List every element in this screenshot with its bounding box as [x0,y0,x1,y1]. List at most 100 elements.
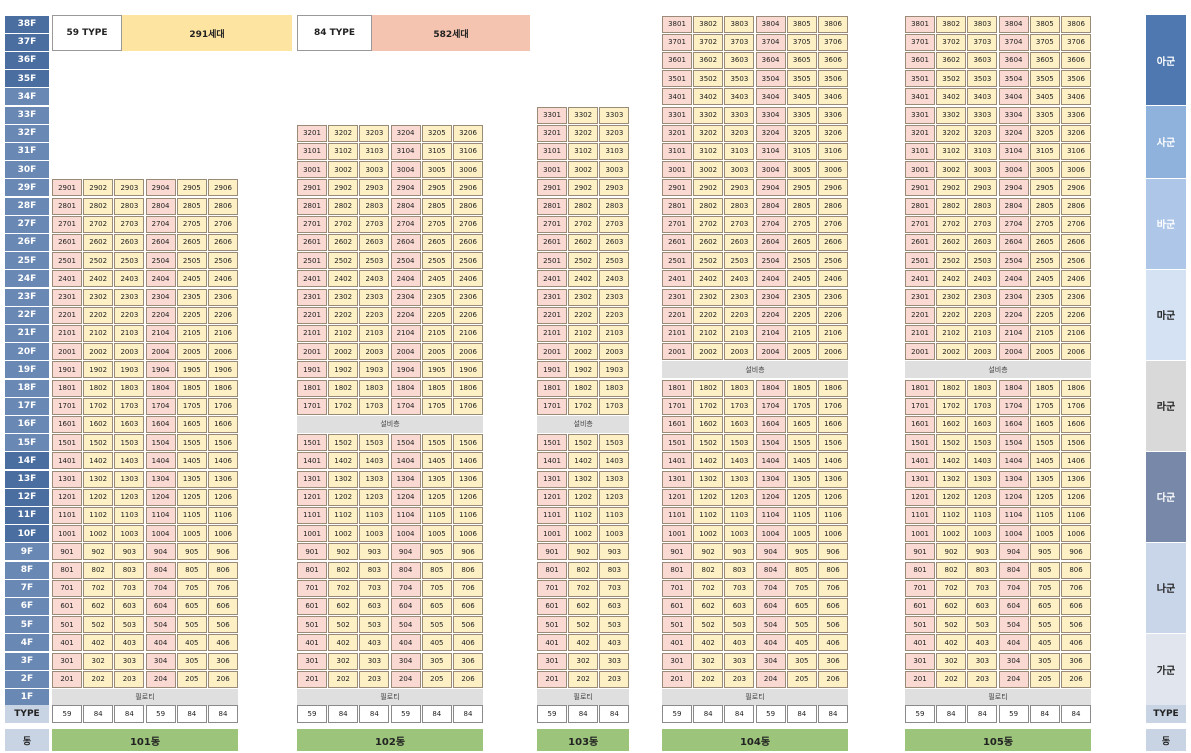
unit-cell: 1604 [755,415,786,434]
building-name: 102동 [297,729,483,751]
unit-cell: 2406 [1061,270,1091,288]
unit-cell: 1101 [905,506,935,525]
unit-cell: 705 [421,579,452,597]
unit-cell: 301 [537,652,567,670]
unit-cell: 3305 [1029,106,1060,124]
unit-cell: 402 [328,634,359,652]
unit-cell: 3101 [297,142,327,161]
unit-cell: 1006 [818,525,848,543]
unit-cell: 2602 [936,233,967,252]
unit-cell: 1702 [83,397,114,415]
unit-cell: 306 [818,652,848,670]
unit-cell: 401 [537,634,567,652]
unit-cell: 1802 [936,379,967,397]
floor-label: 38F [5,15,49,33]
unit-cell: 3006 [453,161,483,179]
unit-cell: 2602 [568,233,599,252]
unit-cell: 1302 [693,470,724,488]
unit-cell: 2705 [1029,215,1060,233]
unit-cell: 802 [936,561,967,579]
unit-cell: 3002 [568,161,599,179]
unit-cell: 1305 [421,470,452,488]
unit-cell: 1305 [786,470,817,488]
unit-cell: 1605 [1029,415,1060,434]
unit-cell: 202 [83,670,114,688]
unit-type-value: 84 [568,705,599,723]
unit-cell: 1404 [390,452,421,470]
unit-cell: 2903 [967,179,998,197]
unit-cell: 1606 [818,415,848,434]
unit-cell: 1103 [359,506,390,525]
unit-cell: 2704 [145,215,176,233]
building-name: 103동 [537,729,630,751]
unit-cell: 2706 [208,215,238,233]
unit-cell: 3605 [1029,51,1060,70]
unit-cell: 2806 [1061,197,1091,215]
unit-cell: 3105 [421,142,452,161]
unit-cell: 3202 [568,124,599,142]
unit-cell: 2406 [818,270,848,288]
unit-cell: 2301 [297,288,327,306]
unit-type-value: 59 [537,705,567,723]
unit-cell: 2403 [599,270,630,288]
unit-cell: 3406 [818,88,848,106]
unit-cell: 901 [537,543,567,561]
unit-cell: 305 [786,652,817,670]
unit-cell: 1206 [453,488,483,506]
unit-cell: 3401 [662,88,692,106]
unit-cell: 2706 [1061,215,1091,233]
unit-cell: 503 [114,616,145,634]
unit-cell: 1806 [208,379,238,397]
unit-cell: 2206 [1061,306,1091,324]
unit-cell: 2405 [786,270,817,288]
unit-cell: 706 [453,579,483,597]
unit-cell: 202 [568,670,599,688]
unit-cell: 3003 [967,161,998,179]
unit-type-value: 59 [145,705,176,723]
unit-cell: 3804 [755,15,786,33]
unit-cell: 2105 [786,324,817,343]
unit-type-value: 59 [390,705,421,723]
unit-cell: 1302 [83,470,114,488]
unit-cell: 1801 [52,379,82,397]
unit-cell: 2004 [755,343,786,361]
unit-cell: 504 [390,616,421,634]
unit-cell: 402 [83,634,114,652]
unit-cell: 305 [421,652,452,670]
unit-cell: 1703 [724,397,755,415]
unit-cell: 1603 [967,415,998,434]
unit-cell: 203 [967,670,998,688]
unit-cell: 705 [176,579,207,597]
unit-cell: 1305 [176,470,207,488]
unit-cell: 1104 [390,506,421,525]
unit-cell: 2006 [818,343,848,361]
unit-cell: 403 [599,634,630,652]
unit-cell: 2006 [208,343,238,361]
floor-label: 18F [5,379,49,397]
unit-cell: 2306 [208,288,238,306]
unit-type-value: 59 [905,705,935,723]
unit-cell: 3304 [998,106,1029,124]
unit-cell: 604 [390,597,421,616]
unit-cell: 2702 [936,215,967,233]
unit-cell: 2306 [453,288,483,306]
unit-cell: 2903 [724,179,755,197]
unit-cell: 406 [818,634,848,652]
unit-cell: 1406 [818,452,848,470]
unit-cell: 1303 [114,470,145,488]
unit-cell: 804 [390,561,421,579]
floor-label: 7F [5,579,49,597]
unit-cell: 3405 [1029,88,1060,106]
unit-cell: 1306 [1061,470,1091,488]
unit-cell: 306 [453,652,483,670]
unit-cell: 1003 [967,525,998,543]
unit-cell: 2604 [998,233,1029,252]
unit-cell: 503 [967,616,998,634]
group-label: 다군 [1146,451,1186,542]
unit-cell: 2502 [328,252,359,270]
unit-cell: 2306 [1061,288,1091,306]
unit-cell: 1806 [818,379,848,397]
unit-cell: 1303 [724,470,755,488]
unit-cell: 2205 [1029,306,1060,324]
unit-cell: 1505 [1029,434,1060,452]
